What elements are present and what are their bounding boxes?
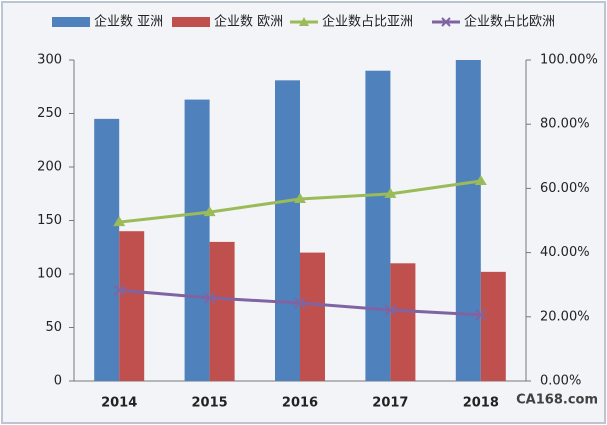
y2-tick-label: 100.00% — [540, 53, 598, 68]
bar — [390, 263, 416, 381]
marker — [203, 206, 216, 217]
bar — [94, 118, 120, 381]
bar — [300, 252, 325, 381]
bar — [119, 231, 145, 381]
legend-marker — [441, 17, 451, 27]
y-tick-label: 250 — [37, 106, 62, 121]
marker — [113, 216, 126, 227]
y-tick-label: 50 — [45, 320, 62, 335]
marker — [475, 309, 487, 321]
marker — [384, 304, 397, 316]
x-tick-label: 2017 — [372, 396, 408, 411]
bar — [209, 241, 235, 381]
legend-swatch — [172, 17, 210, 27]
y2-tick-label: 20.00% — [540, 309, 590, 324]
y-tick-label: 150 — [37, 213, 62, 228]
legend: 企业数 亚洲 企业数 欧洲 企业数占比亚洲 企业数占比欧洲 — [52, 14, 555, 30]
y2-tick-label: 80.00% — [540, 117, 590, 132]
y-tick-label: 0 — [54, 374, 62, 389]
legend-label: 企业数占比欧洲 — [464, 14, 555, 30]
x-tick-label: 2016 — [282, 396, 318, 411]
legend-label: 企业数占比亚洲 — [322, 14, 413, 30]
y-tick-label: 100 — [37, 267, 62, 282]
legend-marker — [299, 17, 309, 26]
y2-tick-label: 60.00% — [540, 181, 590, 196]
bar — [365, 70, 391, 381]
marker — [113, 284, 125, 296]
bar — [184, 99, 210, 381]
legend-label: 企业数 亚洲 — [94, 14, 163, 30]
x-tick-label: 2018 — [463, 396, 499, 411]
marker — [474, 175, 487, 186]
y-tick-label: 300 — [37, 53, 62, 68]
legend-label: 企业数 欧洲 — [214, 14, 283, 30]
y-tick-label: 200 — [37, 160, 62, 175]
bar — [275, 80, 300, 381]
x-tick-label: 2015 — [192, 396, 228, 411]
marker — [203, 292, 216, 304]
watermark: CA168.com — [516, 393, 598, 408]
marker — [294, 192, 306, 203]
marker — [294, 297, 306, 309]
x-tick-label: 2014 — [101, 396, 137, 411]
y2-tick-label: 0.00% — [540, 374, 581, 389]
bar — [455, 60, 481, 381]
legend-swatch — [52, 17, 90, 27]
bar — [480, 271, 506, 381]
y2-tick-label: 40.00% — [540, 245, 590, 260]
marker — [384, 187, 397, 198]
